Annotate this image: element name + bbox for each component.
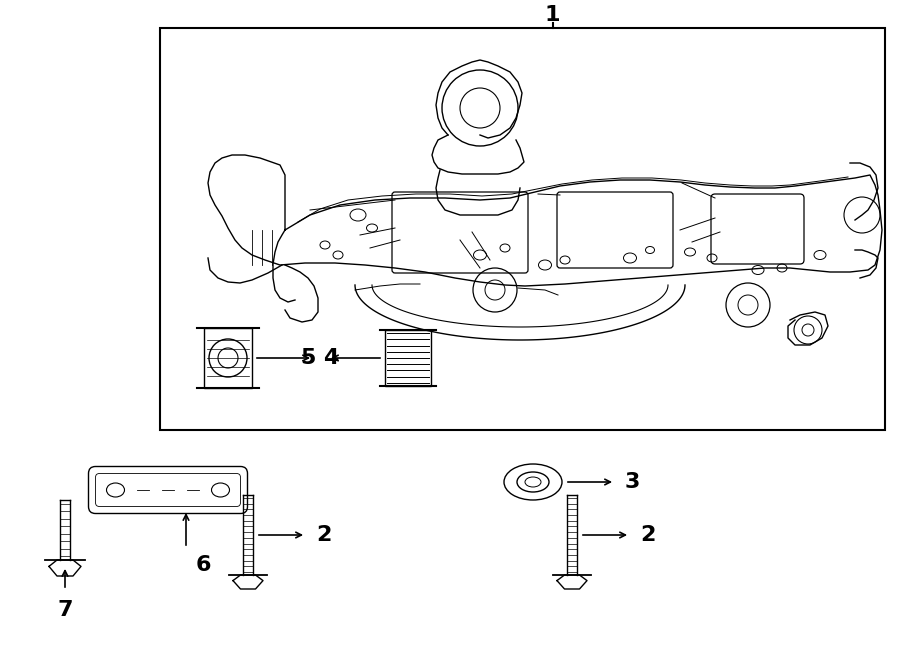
Text: 5: 5 <box>301 348 316 368</box>
Bar <box>204 328 252 388</box>
Text: 2: 2 <box>316 525 331 545</box>
Text: 7: 7 <box>58 600 73 620</box>
Bar <box>160 28 885 430</box>
Text: 3: 3 <box>625 472 641 492</box>
Text: 2: 2 <box>640 525 655 545</box>
Bar <box>385 330 431 386</box>
Text: 6: 6 <box>196 555 211 575</box>
Text: 4: 4 <box>323 348 338 368</box>
Text: 1: 1 <box>544 5 560 25</box>
